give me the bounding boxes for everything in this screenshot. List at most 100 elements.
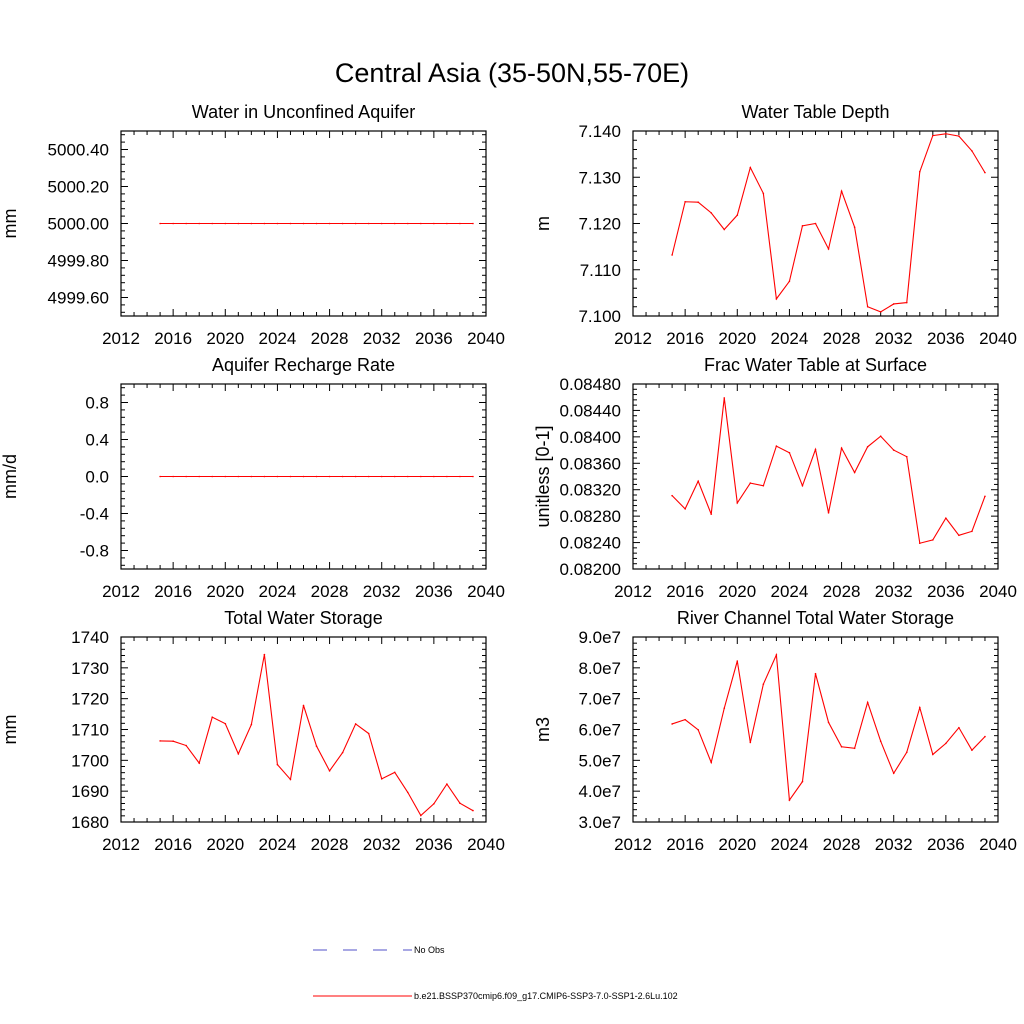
- x-tick-label: 2036: [415, 582, 453, 601]
- x-tick-label: 2028: [823, 582, 861, 601]
- y-tick-label: -0.8: [80, 542, 109, 561]
- plot-frame: [120, 636, 487, 823]
- panel-title: Total Water Storage: [224, 608, 382, 628]
- data-point: [289, 222, 292, 225]
- y-tick-label: 7.110: [580, 261, 621, 280]
- data-point: [932, 539, 934, 541]
- data-point: [472, 475, 474, 478]
- data-point: [446, 783, 448, 785]
- y-tick-label: 0.4: [85, 431, 109, 450]
- data-point: [892, 772, 895, 775]
- data-point: [198, 762, 201, 764]
- data-point: [276, 475, 279, 478]
- data-point: [684, 200, 686, 203]
- data-point: [984, 171, 986, 174]
- x-tick-label: 2032: [363, 582, 401, 601]
- data-point: [971, 150, 973, 152]
- y-tick-label: 0.08240: [560, 534, 621, 553]
- data-point: [328, 475, 331, 478]
- data-point: [341, 222, 344, 225]
- data-point: [958, 135, 960, 137]
- x-tick-label: 2024: [771, 582, 809, 601]
- y-tick-label: 7.100: [578, 307, 621, 326]
- data-point: [984, 495, 986, 498]
- panel-title: River Channel Total Water Storage: [677, 608, 954, 628]
- data-point: [302, 475, 305, 478]
- data-point: [932, 134, 934, 137]
- x-tick-label: 2024: [771, 329, 809, 348]
- data-point: [420, 814, 422, 817]
- x-tick-label: 2036: [927, 329, 965, 348]
- data-point: [250, 723, 253, 726]
- y-tick-label: 8.0e7: [578, 659, 621, 678]
- x-tick-label: 2020: [718, 582, 756, 601]
- data-point: [433, 475, 435, 478]
- data-point: [341, 475, 344, 478]
- data-point: [840, 190, 843, 192]
- y-tick-label: 0.8: [85, 394, 109, 413]
- plot-frame: [632, 383, 999, 570]
- x-tick-label: 2020: [718, 329, 756, 348]
- data-point: [762, 192, 765, 195]
- y-tick-label: 5000.40: [48, 141, 109, 160]
- x-tick-label: 2036: [415, 835, 453, 854]
- x-tick-label: 2020: [718, 835, 756, 854]
- x-tick-label: 2040: [979, 835, 1017, 854]
- x-tick-label: 2028: [823, 329, 861, 348]
- panel-5: Total Water Storage 2012 2016 2020 2024 2028 2…: [0, 608, 505, 854]
- data-point: [433, 222, 435, 225]
- data-point: [367, 222, 370, 225]
- x-tick-label: 2016: [154, 835, 192, 854]
- data-point: [393, 771, 396, 774]
- y-tick-label: 6.0e7: [578, 721, 621, 740]
- series-line: [671, 133, 986, 313]
- data-point: [814, 448, 817, 451]
- x-tick-label: 2012: [614, 835, 652, 854]
- data-point: [814, 222, 817, 225]
- data-point: [827, 248, 830, 250]
- data-point: [315, 222, 318, 225]
- x-tick-label: 2032: [875, 582, 913, 601]
- data-point: [302, 704, 305, 707]
- data-point: [459, 475, 461, 478]
- legend: No Obs b.e21.BSSP370cmip6.f09_g17.CMIP6-S…: [313, 945, 678, 1001]
- x-tick-label: 2040: [467, 582, 505, 601]
- data-point: [263, 475, 266, 478]
- y-tick-label: 5000.20: [48, 178, 109, 197]
- data-point: [367, 475, 370, 478]
- x-tick-label: 2032: [363, 329, 401, 348]
- x-tick-label: 2024: [259, 582, 297, 601]
- y-tick-label: 0.08440: [560, 401, 621, 420]
- data-point: [853, 747, 856, 750]
- x-tick-label: 2020: [206, 582, 244, 601]
- data-point: [971, 749, 973, 751]
- data-point: [159, 740, 161, 742]
- y-axis-label: m3: [533, 717, 553, 742]
- data-point: [406, 791, 409, 794]
- data-point: [446, 475, 448, 478]
- data-point: [263, 653, 266, 656]
- data-point: [866, 701, 869, 704]
- data-point: [224, 222, 227, 225]
- data-point: [237, 222, 240, 225]
- y-tick-label: 7.130: [578, 168, 621, 187]
- y-axis-label: m: [533, 216, 553, 231]
- x-tick-label: 2016: [154, 329, 192, 348]
- y-tick-label: -0.4: [80, 505, 109, 524]
- x-tick-label: 2036: [415, 329, 453, 348]
- page-title: Central Asia (35-50N,55-70E): [334, 58, 690, 88]
- data-point: [684, 718, 686, 721]
- data-point: [892, 449, 895, 451]
- data-point: [945, 132, 947, 135]
- data-point: [918, 542, 921, 545]
- panel-2: Water Table Depth 2012 2016 2020 2024 2028 203…: [533, 102, 1017, 348]
- y-tick-label: 0.0: [85, 468, 109, 487]
- data-point: [420, 222, 422, 225]
- y-tick-label: 0.08200: [560, 560, 621, 579]
- data-point: [211, 222, 214, 225]
- data-point: [905, 301, 908, 304]
- data-point: [159, 222, 161, 225]
- y-tick-label: 7.0e7: [578, 690, 621, 709]
- y-tick-label: 0.08280: [560, 507, 621, 526]
- y-axis-label: mm: [0, 715, 20, 745]
